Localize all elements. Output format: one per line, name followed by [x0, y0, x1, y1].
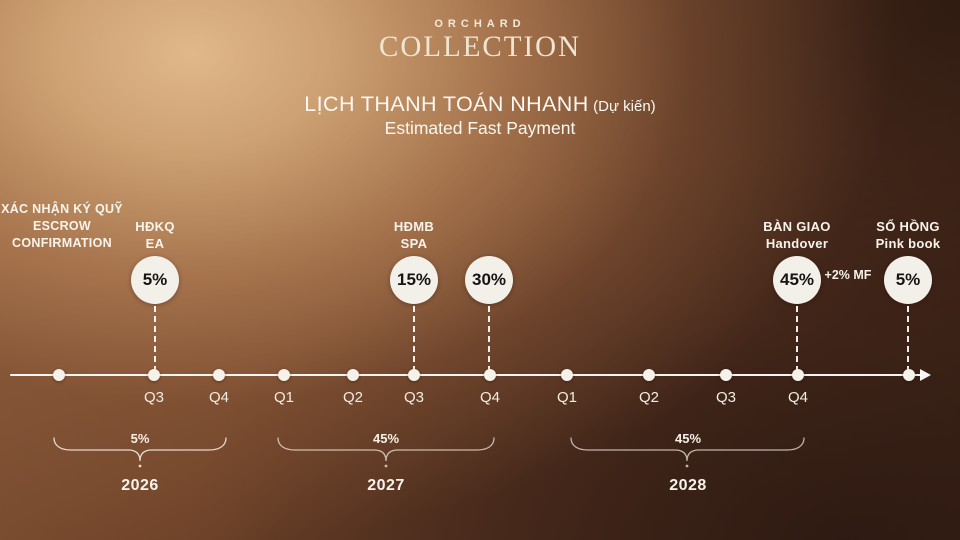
timeline-dot [213, 369, 225, 381]
timeline-axis [10, 374, 922, 376]
year-2028-label: 2028 [669, 477, 707, 494]
milestone-pink-book-percent-circle: 5% [884, 256, 932, 304]
quarter-label: Q3 [715, 389, 736, 406]
quarter-label: Q4 [787, 389, 808, 406]
year-2026-label: 2026 [121, 477, 159, 494]
timeline-dot [484, 369, 496, 381]
timeline-dot [148, 369, 160, 381]
milestone-q4-2027: 30% [414, 196, 564, 372]
quarter-label: Q2 [342, 389, 363, 406]
timeline-dot [720, 369, 732, 381]
quarter-label: Q4 [208, 389, 229, 406]
year-2026-percent: 5% [130, 431, 150, 446]
milestone-pink-book: SỔ HỒNG Pink book 5% [833, 196, 960, 372]
milestone-escrow-label: XÁC NHẬN KÝ QUỸ ESCROW CONFIRMATION [1, 202, 123, 250]
milestone-spa-connector-line [413, 306, 415, 372]
milestone-escrow: XÁC NHẬN KÝ QUỸ ESCROW CONFIRMATION [0, 196, 137, 252]
timeline-dot [643, 369, 655, 381]
quarter-label: Q4 [479, 389, 500, 406]
timeline-dot [408, 369, 420, 381]
milestone-ea-percent-circle: 5% [131, 256, 179, 304]
maintenance-fee-note: +2% MF [824, 268, 872, 282]
timeline-dot [561, 369, 573, 381]
milestone-q4-2027-connector-line [488, 306, 490, 372]
milestone-spa-label: HĐMB SPA [393, 219, 435, 251]
title-main: LỊCH THANH TOÁN NHANH [304, 92, 589, 116]
year-2028-bracket [570, 437, 805, 468]
page-subtitle: Estimated Fast Payment [384, 118, 576, 138]
logo-brand-text: ORCHARD [434, 18, 526, 30]
milestone-spa-percent-circle: 15% [390, 256, 438, 304]
milestone-pink-book-connector-line [907, 306, 909, 372]
logo-collection-text: COLLECTION [378, 30, 582, 64]
milestone-handover: BÀN GIAO Handover 45% [722, 196, 872, 372]
timeline-arrow-icon [920, 369, 931, 381]
year-2028-percent: 45% [674, 431, 702, 446]
milestone-ea: HĐKQ EA 5% [80, 196, 230, 372]
timeline-dot [347, 369, 359, 381]
timeline-dot [903, 369, 915, 381]
year-2027-bracket [277, 437, 495, 468]
milestone-handover-label: BÀN GIAO Handover [763, 219, 831, 251]
milestone-q4-2027-percent-circle: 30% [465, 256, 513, 304]
year-2026-bracket [53, 437, 227, 468]
quarter-label: Q1 [273, 389, 294, 406]
timeline-dot [792, 369, 804, 381]
milestone-spa: HĐMB SPA 15% [339, 196, 489, 372]
milestone-handover-connector-line [796, 306, 798, 372]
milestone-handover-percent-circle: 45% [773, 256, 821, 304]
milestone-ea-label: HĐKQ EA [135, 219, 175, 251]
quarter-label: Q1 [556, 389, 577, 406]
timeline-dot [278, 369, 290, 381]
milestone-pink-book-label: SỔ HỒNG Pink book [875, 219, 941, 251]
year-2027-percent: 45% [372, 431, 400, 446]
milestone-ea-connector-line [154, 306, 156, 372]
quarter-label: Q3 [403, 389, 424, 406]
quarter-label: Q3 [143, 389, 164, 406]
quarter-label: Q2 [638, 389, 659, 406]
title-note: (Dự kiến) [593, 98, 656, 115]
year-2027-label: 2027 [367, 477, 405, 494]
timeline-dot [53, 369, 65, 381]
page-title: LỊCH THANH TOÁN NHANH (Dự kiến) [0, 92, 960, 117]
